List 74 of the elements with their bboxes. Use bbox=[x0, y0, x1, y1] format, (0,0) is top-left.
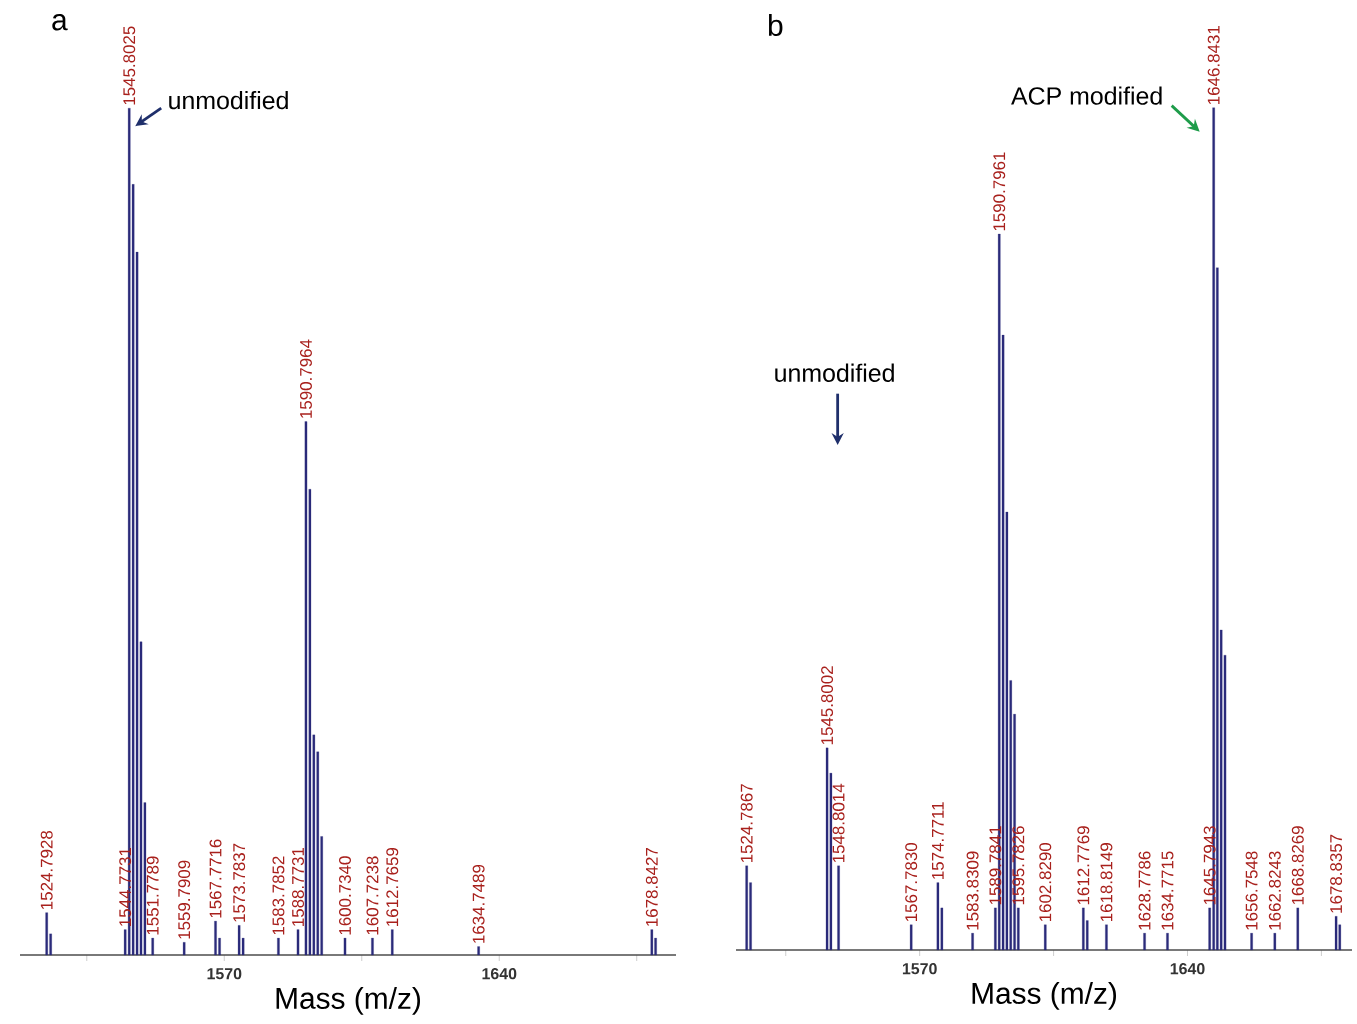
annotation: 1567.7716 bbox=[209, 839, 222, 918]
annotation: 1668.8269 bbox=[1291, 826, 1304, 905]
bar bbox=[1296, 907, 1299, 951]
annotation: 1573.7837 bbox=[233, 843, 246, 922]
annotation: 1607.7238 bbox=[366, 856, 379, 935]
annotation: 1595.7826 bbox=[1012, 826, 1025, 905]
bar bbox=[182, 942, 186, 956]
bar bbox=[1082, 907, 1085, 951]
chart-title: a bbox=[52, 14, 68, 31]
annotation: 1634.7715 bbox=[1161, 851, 1174, 930]
bar bbox=[1250, 933, 1253, 951]
annotation: 1545.8025 bbox=[123, 26, 136, 105]
annotation: 1544.7731 bbox=[119, 847, 132, 926]
annotation: 1545.8002 bbox=[821, 666, 834, 745]
bar bbox=[650, 929, 654, 956]
annotation: 1551.7789 bbox=[146, 856, 159, 935]
annotation: 1583.7852 bbox=[272, 856, 285, 935]
annotation: 1656.7548 bbox=[1245, 851, 1258, 930]
annotation: 1678.8357 bbox=[1330, 834, 1343, 913]
annotation: 1612.7659 bbox=[386, 847, 399, 926]
annotation: 1548.8014 bbox=[832, 783, 845, 863]
bar bbox=[745, 865, 748, 951]
annotation: 1588.7731 bbox=[292, 847, 304, 926]
annotation: 1645.7943 bbox=[1203, 826, 1216, 905]
bar bbox=[391, 929, 394, 956]
bar bbox=[1105, 924, 1108, 951]
bar bbox=[1273, 933, 1277, 951]
bar bbox=[237, 925, 241, 956]
bar bbox=[296, 929, 300, 956]
x-tick-label: 1640 bbox=[1170, 963, 1205, 975]
annotation: 1612.7769 bbox=[1077, 826, 1090, 905]
annotation: 1590.7964 bbox=[299, 339, 312, 418]
annotation: 1590.7961 bbox=[993, 152, 1006, 231]
bar bbox=[304, 421, 308, 956]
bar bbox=[1143, 933, 1146, 951]
annotation: ACP modified bbox=[1011, 86, 1162, 105]
bar bbox=[1166, 933, 1169, 951]
annotation: 1583.8309 bbox=[966, 851, 979, 930]
chart-title: b bbox=[768, 14, 783, 37]
x-axis-title: Mass (m/z) bbox=[276, 987, 420, 1015]
annotation: 1628.7786 bbox=[1138, 851, 1151, 930]
x-tick-label: 1640 bbox=[482, 968, 517, 980]
annotation: 1646.8431 bbox=[1207, 26, 1220, 104]
annotation: 1678.8427 bbox=[645, 848, 658, 926]
bar bbox=[971, 933, 974, 951]
annotation: 1524.7928 bbox=[40, 830, 53, 909]
x-axis-title: Mass (m/z) bbox=[972, 982, 1117, 1010]
annotation: 1602.8290 bbox=[1039, 842, 1052, 922]
bar bbox=[477, 946, 480, 956]
annotation: unmodified bbox=[169, 90, 288, 110]
annotation: 1600.7340 bbox=[339, 856, 351, 935]
annotation: 1662.8243 bbox=[1268, 851, 1281, 930]
x-tick-label: 1570 bbox=[207, 968, 242, 980]
bar bbox=[825, 747, 829, 951]
annotation: 1574.7711 bbox=[932, 802, 944, 879]
bar bbox=[277, 937, 280, 956]
x-tick-label: 1570 bbox=[902, 963, 937, 975]
bar bbox=[214, 921, 217, 956]
annotation: 1524.7867 bbox=[740, 784, 753, 863]
annotation: 1559.7909 bbox=[178, 860, 191, 939]
bar bbox=[343, 937, 347, 956]
annotation: 1634.7489 bbox=[472, 864, 485, 943]
annotation: 1567.7830 bbox=[905, 842, 918, 922]
bar bbox=[909, 924, 913, 951]
bar bbox=[1334, 916, 1338, 951]
bar bbox=[45, 912, 48, 956]
annotation: 1589.7841 bbox=[989, 826, 1002, 905]
annotation: unmodified bbox=[775, 363, 894, 382]
bar bbox=[371, 937, 374, 956]
bar bbox=[837, 865, 840, 951]
bar bbox=[936, 882, 940, 951]
bar bbox=[1044, 924, 1047, 951]
annotation: 1618.8149 bbox=[1100, 843, 1113, 922]
bar bbox=[151, 937, 154, 956]
